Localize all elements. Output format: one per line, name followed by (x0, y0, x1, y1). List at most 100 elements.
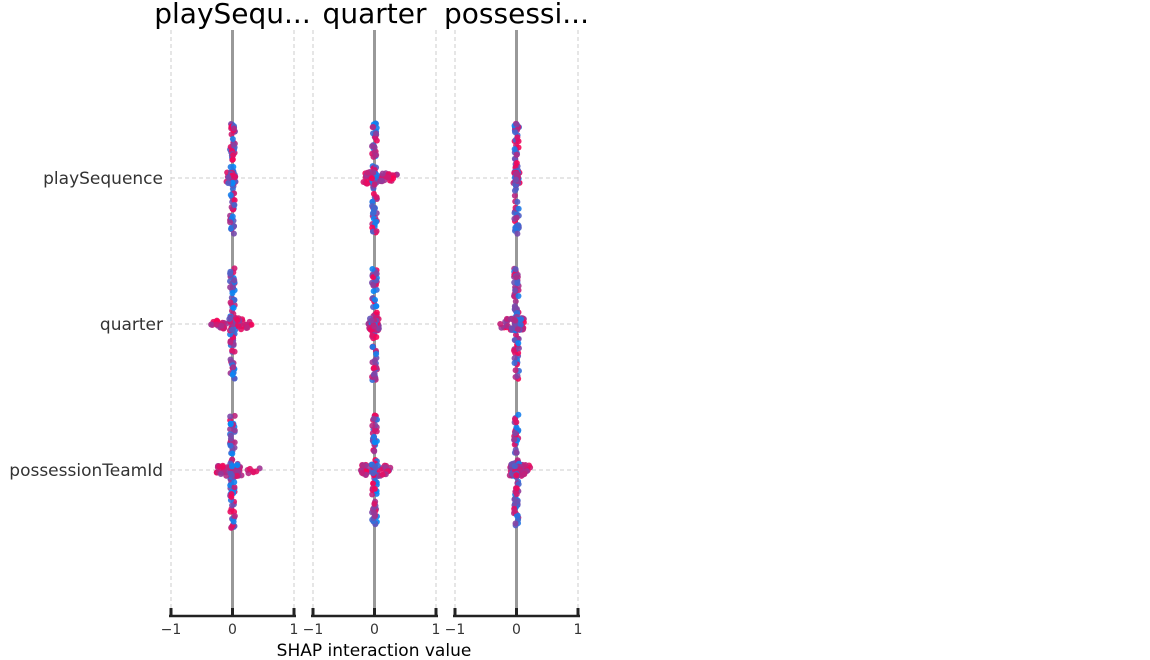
feature-label: playSequence (43, 169, 163, 189)
data-point (371, 448, 378, 455)
data-point (514, 230, 521, 237)
data-point (511, 303, 518, 310)
data-point (225, 180, 232, 187)
data-point (514, 372, 521, 379)
data-point (373, 350, 380, 357)
feature-label: quarter (100, 315, 163, 335)
data-point (513, 419, 520, 426)
data-point (511, 347, 518, 354)
data-point (248, 321, 255, 328)
data-point (230, 125, 237, 132)
data-point (379, 170, 386, 177)
data-point (369, 422, 376, 429)
data-point (515, 292, 522, 299)
data-point (512, 129, 519, 136)
x-tick-label: 0 (370, 622, 379, 638)
data-point (227, 421, 234, 428)
data-point (370, 470, 377, 477)
data-point (231, 202, 238, 209)
panel-title: playSequ... (154, 0, 311, 30)
data-point (513, 170, 520, 177)
data-point (373, 334, 380, 341)
data-point (231, 197, 238, 204)
data-point (369, 265, 376, 272)
data-point (227, 432, 234, 439)
data-point (229, 371, 236, 378)
data-point (513, 120, 520, 127)
data-point (371, 204, 378, 211)
data-point (227, 426, 234, 433)
data-point (227, 413, 234, 420)
data-point (231, 348, 238, 355)
data-point (370, 124, 377, 131)
data-point (513, 151, 520, 158)
data-point (370, 169, 377, 176)
data-point (369, 491, 376, 498)
data-point (232, 173, 239, 180)
data-point (385, 174, 392, 181)
x-axis-label: SHAP interaction value (277, 641, 472, 660)
data-point (225, 174, 232, 181)
data-point (227, 270, 234, 277)
data-point (517, 466, 524, 473)
data-point (518, 316, 525, 323)
x-tick-label: 1 (432, 622, 441, 638)
data-point (226, 315, 233, 322)
data-point (373, 218, 380, 225)
data-point (375, 325, 382, 332)
data-point (520, 471, 527, 478)
data-point (231, 265, 238, 272)
data-point (234, 462, 241, 469)
data-point (511, 187, 518, 194)
data-point (513, 449, 520, 456)
data-point (244, 324, 251, 331)
data-point (371, 181, 378, 188)
data-point (369, 480, 376, 487)
data-point (208, 321, 215, 328)
data-point (513, 472, 520, 479)
data-point (227, 442, 234, 449)
data-point (517, 321, 524, 328)
data-point (513, 159, 520, 166)
data-point (372, 464, 379, 471)
data-point (359, 469, 366, 476)
points-layer (208, 120, 534, 531)
data-point (373, 303, 380, 310)
data-point (231, 277, 238, 284)
data-point (515, 411, 522, 418)
feature-label: possessionTeamId (9, 461, 163, 481)
data-point (218, 322, 225, 329)
data-point (370, 509, 377, 516)
data-point (513, 485, 520, 492)
x-tick-label: 1 (574, 622, 583, 638)
data-point (373, 270, 380, 277)
data-point (373, 130, 380, 137)
data-point (373, 309, 380, 316)
data-point (371, 485, 378, 492)
data-point (370, 433, 377, 440)
data-point (364, 169, 371, 176)
data-point (230, 304, 237, 311)
data-point (219, 462, 226, 469)
data-point (371, 357, 378, 364)
data-point (234, 317, 241, 324)
data-point (511, 496, 518, 503)
panel-title: possessi... (444, 0, 589, 30)
data-point (522, 461, 529, 468)
data-point (512, 266, 519, 273)
data-point (233, 473, 240, 480)
data-point (360, 463, 367, 470)
data-point (227, 470, 234, 477)
data-point (229, 326, 236, 333)
data-point (371, 439, 378, 446)
data-point (231, 479, 238, 486)
data-point (227, 356, 234, 363)
data-point (370, 415, 377, 422)
x-tick-label: −1 (303, 622, 324, 638)
data-point (371, 323, 378, 330)
data-point (514, 134, 521, 141)
data-point (515, 222, 522, 229)
x-tick-label: −1 (445, 622, 466, 638)
data-point (513, 491, 520, 498)
data-point (369, 210, 376, 217)
